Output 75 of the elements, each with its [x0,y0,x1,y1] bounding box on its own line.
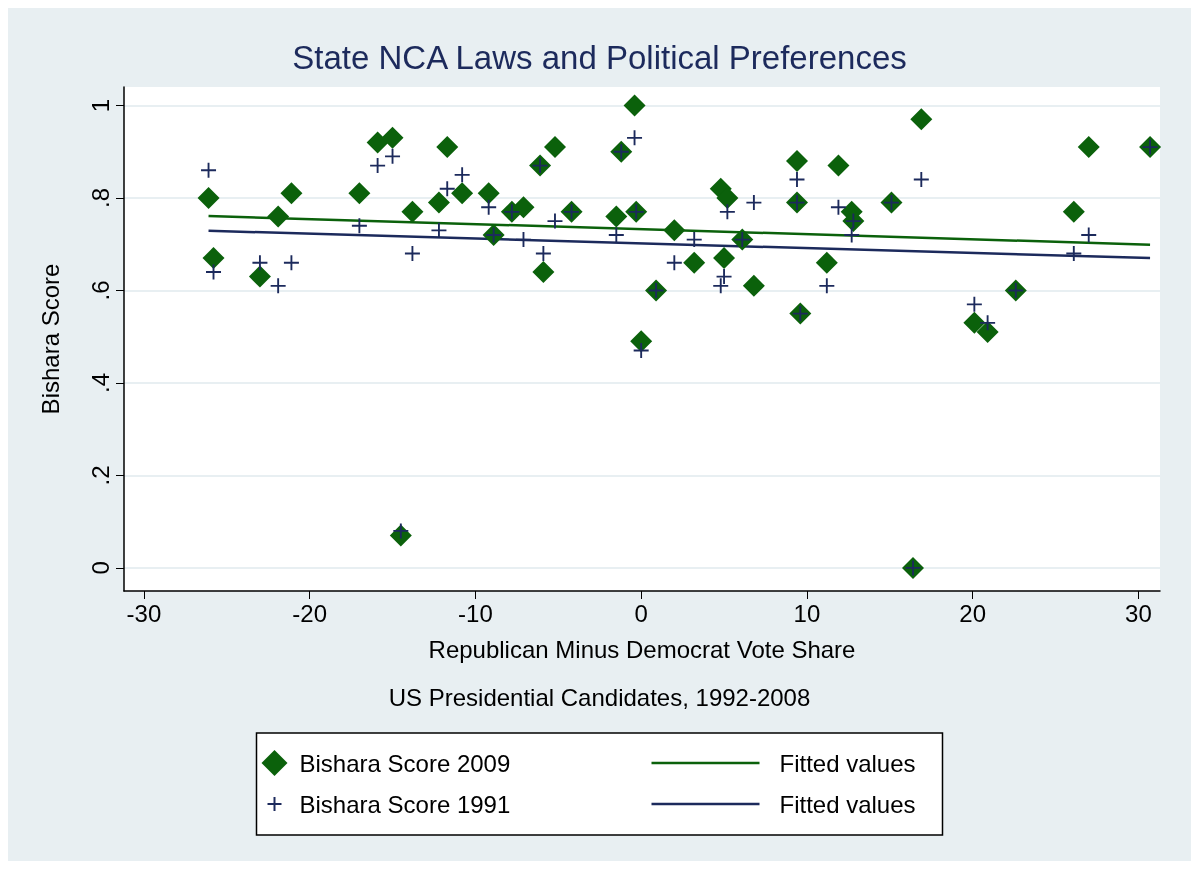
point [267,205,290,228]
x-tick-label: 20 [959,599,987,627]
chart-title: State NCA Laws and Political Preferences [292,39,907,76]
point [270,278,286,294]
x-tick-label: 10 [793,599,821,627]
point [713,247,736,270]
point [370,158,386,174]
x-tick-label: 0 [634,599,648,627]
point [608,227,624,243]
point [844,227,860,243]
point [202,247,225,270]
point [532,260,555,283]
point [910,108,933,131]
point [451,182,474,205]
point [686,232,702,248]
point [666,255,682,271]
legend-label: Bishara Score 2009 [299,749,511,777]
point [966,296,982,312]
y-axis-title: Bishara Score [36,263,64,415]
point [381,126,404,149]
point [683,251,706,274]
x-tick-label: -10 [458,599,493,627]
point [248,265,271,288]
point [746,195,762,211]
legend-label: Fitted values [779,790,916,818]
x-axis-title: Republican Minus Democrat Vote Share [428,635,856,663]
legend-label: Fitted values [779,749,916,777]
point [454,167,470,183]
y-tick-label: 0 [86,561,114,575]
legend-label: Bishara Score 1991 [299,790,511,818]
point [980,315,996,331]
point [351,218,367,234]
point [436,136,459,159]
y-tick-label: 1 [86,98,114,113]
y-tick-label: .4 [86,372,114,393]
point [963,311,986,334]
point [280,182,303,205]
point [830,199,846,215]
point [742,274,765,297]
point [348,182,371,205]
point [481,199,497,215]
point [427,191,450,214]
point [197,186,220,209]
point [1077,136,1100,159]
point [663,219,686,242]
point [819,278,835,294]
point [283,255,299,271]
point [439,181,455,197]
point [630,330,653,353]
y-tick-label: .8 [86,187,114,208]
point [827,154,850,177]
point [547,213,563,229]
point [713,278,729,294]
point [366,131,389,154]
x-tick-label: -20 [292,599,327,627]
point [815,251,838,274]
point [1081,227,1097,243]
point [785,149,808,172]
text: US Presidential Candidates, 1992-2008 [388,683,811,711]
point [477,182,500,205]
point [252,255,268,271]
point [431,222,447,238]
point [976,321,999,344]
point [512,196,535,219]
point [719,204,735,220]
point [623,94,646,117]
point [605,205,628,228]
y-tick-label: .2 [86,465,114,486]
x-tick-label: -30 [126,599,162,627]
point [543,136,566,159]
point [716,269,732,285]
y-tick-label: .6 [86,280,114,301]
x-tick-label: 30 [1125,599,1152,627]
point [1062,200,1085,223]
point [401,200,424,223]
